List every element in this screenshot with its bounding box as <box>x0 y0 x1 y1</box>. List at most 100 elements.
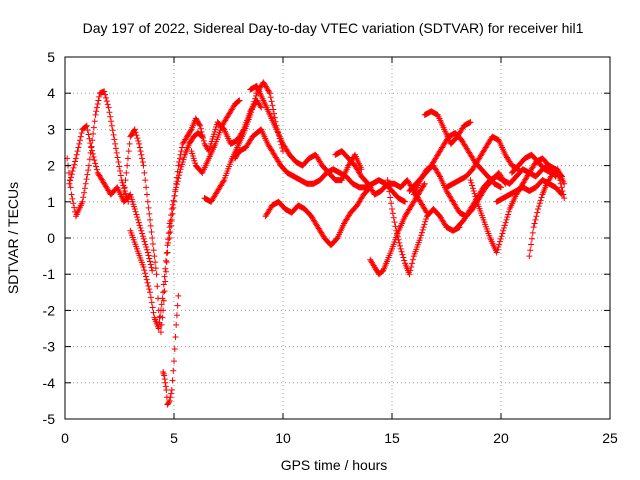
sat-track-6 <box>166 97 265 241</box>
data-point <box>163 268 170 275</box>
data-point <box>162 278 169 285</box>
data-point <box>133 211 140 218</box>
data-point <box>468 179 475 186</box>
data-point <box>560 191 567 198</box>
data-point <box>420 182 427 189</box>
data-point <box>419 226 426 233</box>
data-point <box>144 279 151 286</box>
data-point <box>151 253 158 260</box>
data-point <box>93 163 100 170</box>
data-point <box>93 108 100 115</box>
sat-track-4 <box>127 130 206 332</box>
data-point <box>171 346 178 353</box>
data-point <box>146 255 153 262</box>
data-point <box>137 148 144 155</box>
sat-track-10 <box>262 184 374 249</box>
data-point <box>96 93 103 100</box>
data-point <box>141 169 148 176</box>
data-point <box>165 399 172 406</box>
x-axis-label: GPS time / hours <box>281 457 388 473</box>
data-point <box>147 261 154 268</box>
data-point <box>249 103 256 110</box>
data-point <box>140 162 147 169</box>
data-point <box>498 184 504 191</box>
data-point <box>391 219 398 226</box>
data-point <box>105 104 112 111</box>
data-point <box>81 189 88 196</box>
data-point <box>134 135 141 142</box>
data-point <box>499 230 506 237</box>
data-point <box>144 198 151 205</box>
data-point <box>164 242 171 249</box>
data-point <box>68 191 75 198</box>
data-point <box>247 111 254 118</box>
data-point <box>496 241 503 248</box>
data-point <box>528 241 535 248</box>
data-point <box>161 273 168 280</box>
data-point <box>86 135 93 142</box>
y-tick-label: -4 <box>43 375 56 391</box>
data-point <box>561 195 568 202</box>
y-tick-label: 3 <box>47 121 55 137</box>
data-point <box>178 148 185 155</box>
data-point <box>173 174 180 181</box>
data-point <box>160 281 167 288</box>
data-point <box>173 180 180 187</box>
data-point <box>135 219 142 226</box>
data-point <box>421 180 428 187</box>
data-point <box>143 276 150 283</box>
data-point <box>473 196 480 203</box>
sat-track-3 <box>120 126 173 336</box>
data-point <box>75 144 82 151</box>
data-point <box>535 203 542 210</box>
data-point <box>172 333 179 340</box>
chart-title: Day 197 of 2022, Sidereal Day-to-day VTE… <box>83 20 584 36</box>
data-point <box>533 213 540 220</box>
data-point <box>171 198 177 205</box>
data-point <box>558 184 565 191</box>
data-point <box>421 221 428 228</box>
data-point <box>175 292 182 299</box>
data-point <box>111 136 118 143</box>
data-point <box>167 228 174 235</box>
data-point <box>494 246 501 253</box>
data-point <box>91 157 98 164</box>
data-point <box>175 175 182 182</box>
y-tick-label: 0 <box>47 230 55 246</box>
data-point <box>420 224 427 231</box>
data-point <box>500 225 507 232</box>
data-point <box>408 263 415 270</box>
data-point <box>395 236 402 243</box>
data-point <box>168 216 175 223</box>
data-point <box>67 184 74 191</box>
data-point <box>116 163 123 170</box>
data-point <box>69 168 76 175</box>
data-point <box>147 222 154 229</box>
data-point <box>270 106 277 113</box>
sat-track-23 <box>508 151 568 187</box>
data-point <box>495 244 502 251</box>
data-point <box>169 377 176 384</box>
data-point <box>101 88 108 95</box>
data-point <box>165 230 172 237</box>
x-tick-label: 20 <box>493 430 509 446</box>
data-point <box>150 309 157 316</box>
data-point <box>68 171 75 178</box>
data-point <box>159 295 166 302</box>
data-point <box>422 218 429 225</box>
data-point <box>102 91 109 98</box>
data-point <box>153 271 160 278</box>
data-point <box>132 208 139 215</box>
data-point <box>166 235 173 241</box>
data-point <box>145 252 152 259</box>
data-point <box>148 228 155 235</box>
data-point <box>169 210 176 217</box>
data-point <box>157 307 164 314</box>
y-axis-label: SDTVAR / TECUs <box>5 182 21 294</box>
data-point <box>86 156 93 163</box>
data-point <box>143 244 150 251</box>
data-point <box>142 177 149 184</box>
data-point <box>472 193 479 200</box>
data-point <box>87 140 94 147</box>
data-point <box>148 299 155 306</box>
